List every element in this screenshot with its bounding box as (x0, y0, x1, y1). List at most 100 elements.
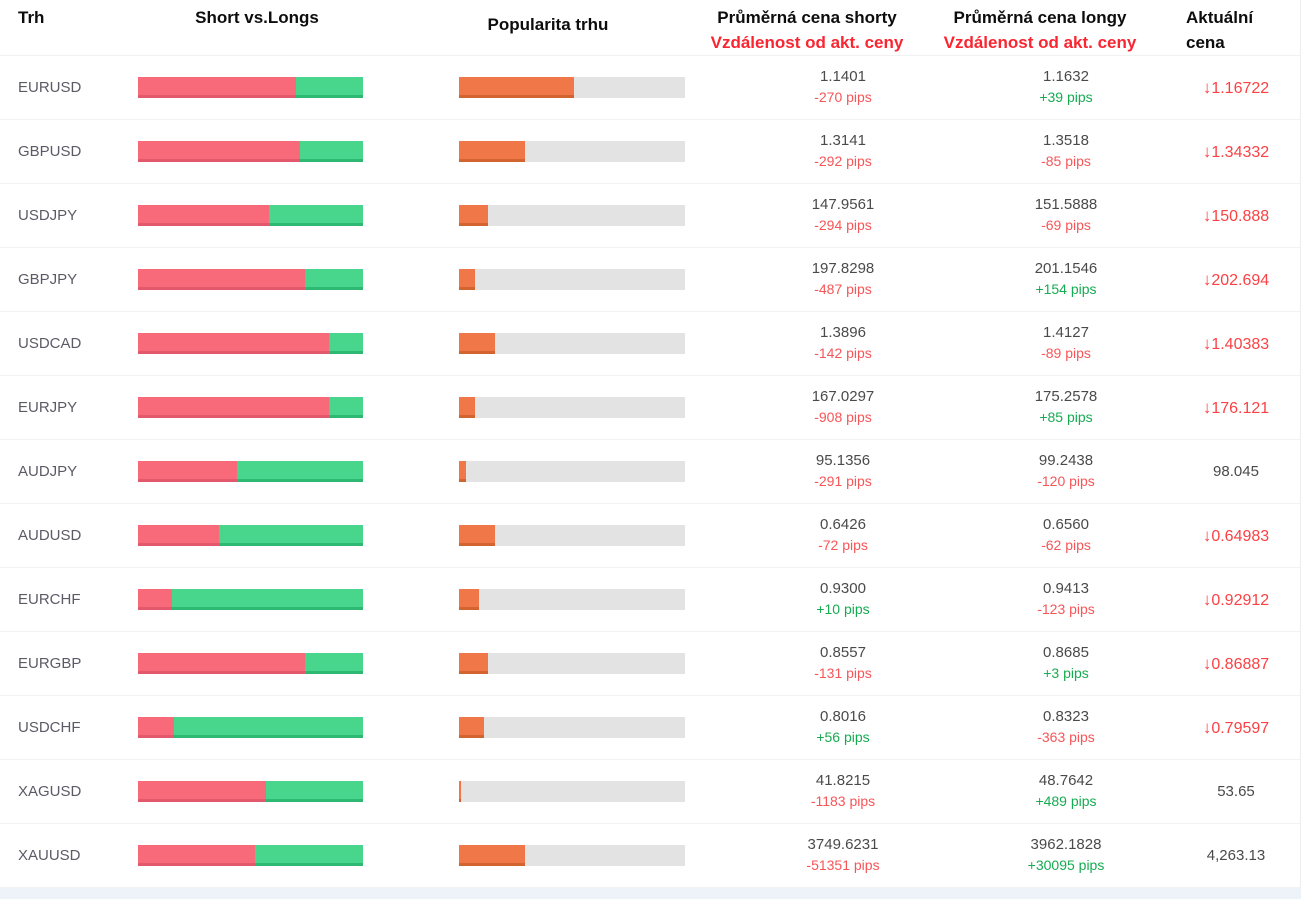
long-bar-fill (171, 589, 363, 610)
short-long-bar (138, 461, 363, 482)
market-symbol: AUDJPY (18, 463, 78, 480)
popularity-bar-track (459, 717, 685, 738)
avg-long-cell: 1.4127 -89 pips (1001, 323, 1131, 364)
long-bar-fill (304, 653, 363, 674)
table-row[interactable]: GBPJPY 197.8298 -487 pips 201.1546 +154 … (0, 248, 1301, 312)
popularity-bar-track (459, 205, 685, 226)
short-bar-fill (138, 717, 174, 738)
price-down-arrow-icon: ↓ (1202, 525, 1212, 545)
short-bar-fill (138, 589, 172, 610)
current-price-value: 1.40383 (1211, 335, 1270, 353)
price-down-arrow-icon: ↓ (1202, 653, 1212, 673)
short-distance: -291 pips (814, 473, 872, 489)
popularity-bar-fill (459, 845, 525, 866)
short-distance: -131 pips (814, 665, 872, 681)
table-row[interactable]: EURUSD 1.1401 -270 pips 1.1632 +39 pips … (0, 56, 1301, 120)
table-row[interactable]: USDCAD 1.3896 -142 pips 1.4127 -89 pips … (0, 312, 1301, 376)
table-row[interactable]: USDCHF 0.8016 +56 pips 0.8323 -363 pips … (0, 696, 1301, 760)
popularity-bar-track (459, 333, 685, 354)
short-bar-fill (138, 333, 330, 354)
table-row[interactable]: USDJPY 147.9561 -294 pips 151.5888 -69 p… (0, 184, 1301, 248)
market-symbol: EURJPY (18, 399, 78, 416)
short-long-bar (138, 589, 363, 610)
column-subheader-long-distance: Vzdálenost od akt. ceny (943, 33, 1137, 52)
price-down-arrow-icon: ↓ (1202, 333, 1212, 353)
short-bar-fill (138, 397, 330, 418)
table-row[interactable]: EURGBP 0.8557 -131 pips 0.8685 +3 pips ↓… (0, 632, 1301, 696)
table-row[interactable]: GBPUSD 1.3141 -292 pips 1.3518 -85 pips … (0, 120, 1301, 184)
table-row[interactable]: XAUUSD 3749.6231 -51351 pips 3962.1828 +… (0, 824, 1301, 888)
table-row[interactable]: XAGUSD 41.8215 -1183 pips 48.7642 +489 p… (0, 760, 1301, 824)
short-long-bar (138, 141, 363, 162)
avg-short-cell: 1.3896 -142 pips (685, 323, 1001, 364)
column-header-avg-short: Průměrná cena shorty Vzdálenost od akt. … (711, 5, 904, 55)
popularity-bar-fill (459, 77, 575, 98)
avg-long-cell: 0.8323 -363 pips (1001, 707, 1131, 748)
table-row[interactable]: EURCHF 0.9300 +10 pips 0.9413 -123 pips … (0, 568, 1301, 632)
current-price-value: 0.86887 (1211, 655, 1270, 673)
popularity-bar-track (459, 77, 685, 98)
column-header-current-line1: Aktuální (1186, 8, 1254, 27)
column-header-current-price: Aktuální cena (1186, 5, 1253, 55)
column-subheader-short-distance: Vzdálenost od akt. ceny (710, 33, 904, 52)
short-long-bar (138, 845, 363, 866)
popularity-bar-track (459, 461, 685, 482)
long-bar-fill (304, 269, 363, 290)
price-down-arrow-icon: ↓ (1202, 269, 1212, 289)
table-row[interactable]: AUDUSD 0.6426 -72 pips 0.6560 -62 pips ↓… (0, 504, 1301, 568)
current-price: ↓1.16722 (1131, 78, 1301, 98)
column-header-avg-long: Průměrná cena longy Vzdálenost od akt. c… (944, 5, 1137, 55)
current-price: ↓1.40383 (1131, 334, 1301, 354)
current-price-value: 53.65 (1217, 783, 1255, 800)
current-price-value: 0.92912 (1211, 591, 1270, 609)
avg-short-cell: 197.8298 -487 pips (685, 259, 1001, 300)
market-symbol: XAGUSD (18, 783, 82, 800)
long-distance: -123 pips (1037, 601, 1095, 617)
short-distance: -142 pips (814, 345, 872, 361)
avg-long-cell: 99.2438 -120 pips (1001, 451, 1131, 492)
avg-long-price: 48.7642 (1038, 772, 1094, 789)
long-distance: +39 pips (1039, 89, 1093, 105)
current-price-value: 176.121 (1211, 399, 1270, 417)
popularity-bar-track (459, 141, 685, 162)
short-long-bar (138, 205, 363, 226)
current-price-value: 0.79597 (1211, 719, 1270, 737)
long-bar-fill (329, 397, 363, 418)
current-price: 4,263.13 (1131, 847, 1301, 864)
avg-long-cell: 0.8685 +3 pips (1001, 643, 1131, 684)
table-row[interactable]: AUDJPY 95.1356 -291 pips 99.2438 -120 pi… (0, 440, 1301, 504)
avg-long-price: 1.1632 (1043, 68, 1089, 85)
long-bar-fill (174, 717, 363, 738)
market-symbol: GBPUSD (18, 143, 82, 160)
current-price: ↓0.64983 (1131, 526, 1301, 546)
long-bar-fill (237, 461, 363, 482)
long-distance: -89 pips (1041, 345, 1091, 361)
short-distance: -270 pips (814, 89, 872, 105)
current-price: 98.045 (1131, 463, 1301, 480)
short-long-bar (138, 333, 363, 354)
current-price-value: 1.34332 (1211, 143, 1270, 161)
avg-short-cell: 95.1356 -291 pips (685, 451, 1001, 492)
avg-long-cell: 201.1546 +154 pips (1001, 259, 1131, 300)
avg-long-price: 1.4127 (1043, 324, 1089, 341)
short-distance: -1183 pips (810, 793, 876, 809)
long-distance: +154 pips (1035, 281, 1097, 297)
avg-short-price: 1.3896 (820, 324, 866, 341)
popularity-bar-fill (459, 141, 525, 162)
price-down-arrow-icon: ↓ (1202, 141, 1212, 161)
popularity-bar-track (459, 269, 685, 290)
current-price-value: 0.64983 (1211, 527, 1270, 545)
popularity-bar-fill (459, 525, 496, 546)
short-long-bar (138, 77, 363, 98)
table-body: EURUSD 1.1401 -270 pips 1.1632 +39 pips … (0, 56, 1301, 888)
avg-long-price: 99.2438 (1038, 452, 1094, 469)
table-header: Trh Short vs.Longs Popularita trhu Průmě… (0, 0, 1301, 56)
short-long-bar (138, 717, 363, 738)
column-header-market: Trh (18, 8, 45, 27)
current-price: ↓150.888 (1131, 206, 1301, 226)
avg-long-cell: 0.6560 -62 pips (1001, 515, 1131, 556)
table-row[interactable]: EURJPY 167.0297 -908 pips 175.2578 +85 p… (0, 376, 1301, 440)
current-price: 53.65 (1131, 783, 1301, 800)
market-symbol: EURGBP (18, 655, 82, 672)
short-bar-fill (138, 845, 255, 866)
